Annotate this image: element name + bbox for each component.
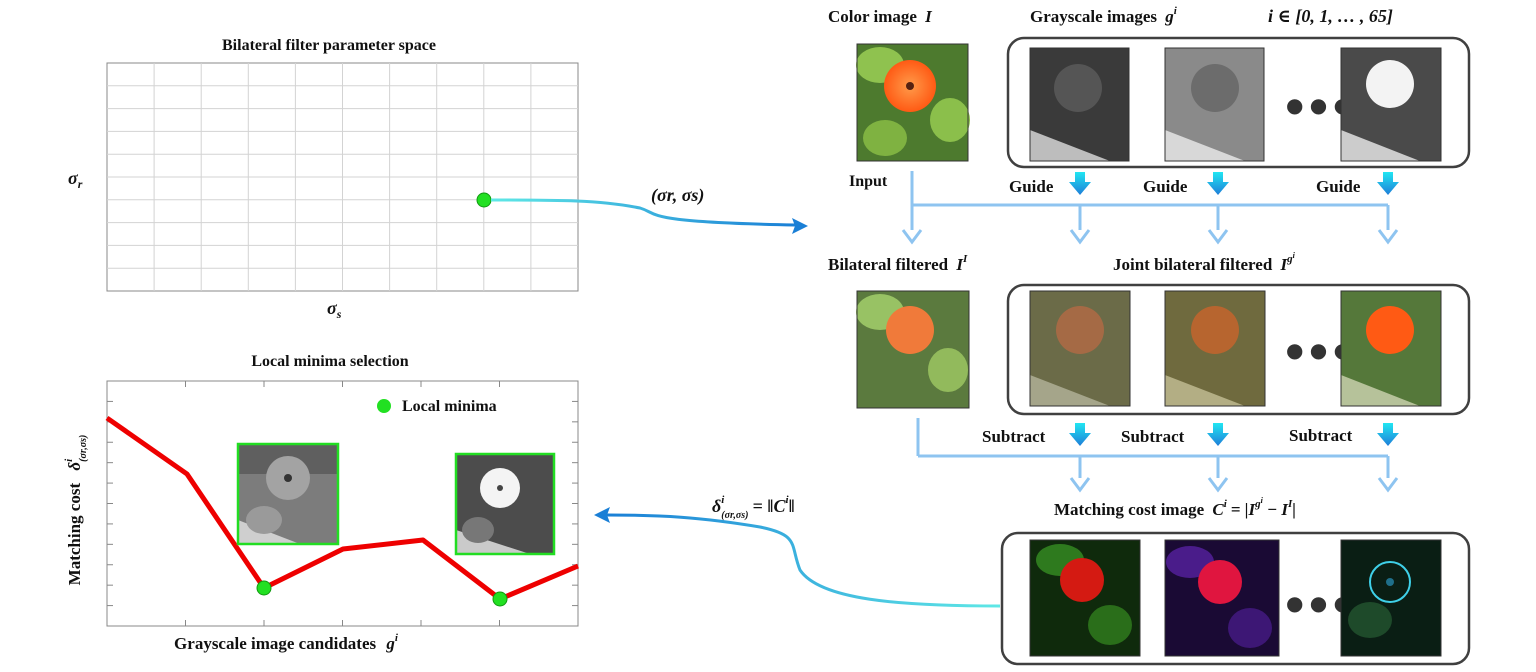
grayscale-sup: i <box>1174 5 1178 17</box>
matching-rhs-sup: g <box>1254 498 1261 510</box>
subtract-down-arrows <box>1069 423 1399 446</box>
grayscale-image-1 <box>1029 47 1130 162</box>
subtract-flow-lines <box>916 418 1390 478</box>
subtract-label-3: Subtract <box>1289 426 1353 445</box>
joint-title: Joint bilateral filtered Igi <box>1113 251 1296 274</box>
guide-label-2: Guide <box>1143 177 1188 196</box>
y-label-symbol: δ <box>65 462 84 471</box>
legend-label: Local minima <box>402 398 497 415</box>
guide-flow-lines <box>910 171 1390 230</box>
joint-sym: I <box>1280 255 1289 274</box>
selected-parameter-point <box>476 192 492 208</box>
joint-filtered-image-last <box>1340 290 1442 407</box>
subtract-label-2: Subtract <box>1121 427 1185 446</box>
matching-sym: C <box>1212 500 1224 519</box>
matching-title-text: Matching cost image <box>1054 500 1205 519</box>
cost-to-plot-curve <box>606 513 1001 608</box>
bilateral-title-text: Bilateral filtered <box>828 255 949 274</box>
matching-rhs-end: | <box>1292 500 1296 519</box>
grayscale-title-text: Grayscale images <box>1030 7 1157 26</box>
delta-sub: (σr,σs) <box>721 510 748 521</box>
matching-ellipsis: ● ● ● <box>1286 591 1351 615</box>
guide-label-1: Guide <box>1009 177 1054 196</box>
joint-ellipsis: ● ● ● <box>1286 338 1351 362</box>
matching-cost-image-1 <box>1029 539 1141 657</box>
color-image <box>856 43 970 162</box>
param-space-grid <box>107 63 578 291</box>
guide-flow-arrowheads <box>901 229 1399 245</box>
matching-cost-image-2 <box>1164 539 1280 657</box>
x-label-sup: i <box>395 632 399 644</box>
svg-text:Matching cost δi(σr,σs: Matching cost δi (σr,σs) <box>63 435 89 586</box>
sigma-r-sub: r <box>78 177 83 191</box>
joint-title-text: Joint bilateral filtered <box>1113 255 1273 274</box>
y-label-sup: i <box>63 458 75 462</box>
param-arrow-head <box>792 218 808 234</box>
cost-rhs-sup: i <box>785 494 789 506</box>
matching-title: Matching cost image Ci = |Igi − II| <box>1054 496 1296 519</box>
subtract-label-1: Subtract <box>982 427 1046 446</box>
index-range: i ∈ [0, 1, … , 65] <box>1268 6 1393 26</box>
color-image-title: Color image I <box>828 7 933 26</box>
subtract-flow-arrowheads <box>1069 477 1399 493</box>
matching-group-box <box>1000 531 1471 666</box>
cost-arrow-head <box>594 507 610 523</box>
param-space-y-label: σr <box>68 168 83 191</box>
bilateral-filtered-image <box>856 290 970 409</box>
input-label: Input <box>849 173 888 190</box>
grayscale-image-last <box>1340 47 1442 162</box>
delta-sup: i <box>721 494 725 506</box>
x-label-symbol: g <box>385 634 395 653</box>
sigma-s-sub: s <box>336 307 342 321</box>
guide-down-arrows <box>1069 172 1399 195</box>
joint-filtered-image-2 <box>1164 290 1266 407</box>
sigma-r-symbol: σ <box>68 168 79 188</box>
delta-symbol: δ <box>712 496 721 516</box>
param-space-x-label: σs <box>327 298 342 321</box>
y-label-sub: (σr,σs) <box>78 435 89 462</box>
color-image-sym: I <box>924 7 933 26</box>
bilateral-sup: I <box>962 253 968 265</box>
bilateral-sym: I <box>955 255 964 274</box>
local-minima-title: Local minima selection <box>251 353 408 370</box>
joint-sup2: i <box>1293 251 1296 260</box>
grayscale-group-box <box>1006 36 1471 169</box>
cost-rhs: = ‖C <box>752 496 786 516</box>
sigma-s-symbol: σ <box>327 298 338 318</box>
matching-rhs-sup3: I <box>1287 498 1293 510</box>
matching-rhs-sup2: i <box>1261 496 1264 505</box>
matching-rhs: = |I <box>1231 500 1257 519</box>
color-image-title-text: Color image <box>828 7 917 26</box>
minimum-2-thumbnail <box>454 452 556 556</box>
local-minimum-2 <box>492 591 508 607</box>
local-minimum-1 <box>256 580 272 596</box>
joint-filtered-image-1 <box>1029 290 1131 407</box>
bilateral-title: Bilateral filtered II <box>828 253 968 274</box>
matching-rhs-minus: − I <box>1267 500 1290 519</box>
local-minima-ticks <box>107 381 578 626</box>
param-arrow-label: (σr, σs) <box>651 185 704 206</box>
local-minima-y-label: Matching cost δi (σr,σs) <box>63 435 89 586</box>
param-space-plot: Bilateral filter parameter space σr σs <box>68 37 579 321</box>
grayscale-title: Grayscale images gi <box>1030 5 1178 26</box>
x-label-text: Grayscale image candidates <box>174 634 376 653</box>
grayscale-sym: g <box>1164 7 1174 26</box>
grayscale-image-2 <box>1164 47 1265 162</box>
y-label-text: Matching cost <box>65 483 84 586</box>
local-minima-x-label: Grayscale image candidates gi <box>174 632 399 653</box>
joint-sup: g <box>1286 253 1293 265</box>
matching-sup: i <box>1224 498 1228 510</box>
local-minima-plot: Local minima selection Matching cost δi(… <box>63 353 579 653</box>
guide-label-3: Guide <box>1316 177 1361 196</box>
joint-group-box <box>1006 283 1471 416</box>
cost-arrow-label: δi (σr,σs) = ‖Ci‖ <box>712 494 795 521</box>
grayscale-ellipsis: ● ● ● <box>1286 93 1351 117</box>
legend-marker <box>377 399 391 413</box>
cost-rhs-end: ‖ <box>789 496 795 516</box>
matching-cost-image-last <box>1340 539 1442 657</box>
minimum-1-thumbnail <box>236 442 340 546</box>
param-to-filter-curve <box>490 198 796 227</box>
param-space-title: Bilateral filter parameter space <box>222 37 436 54</box>
